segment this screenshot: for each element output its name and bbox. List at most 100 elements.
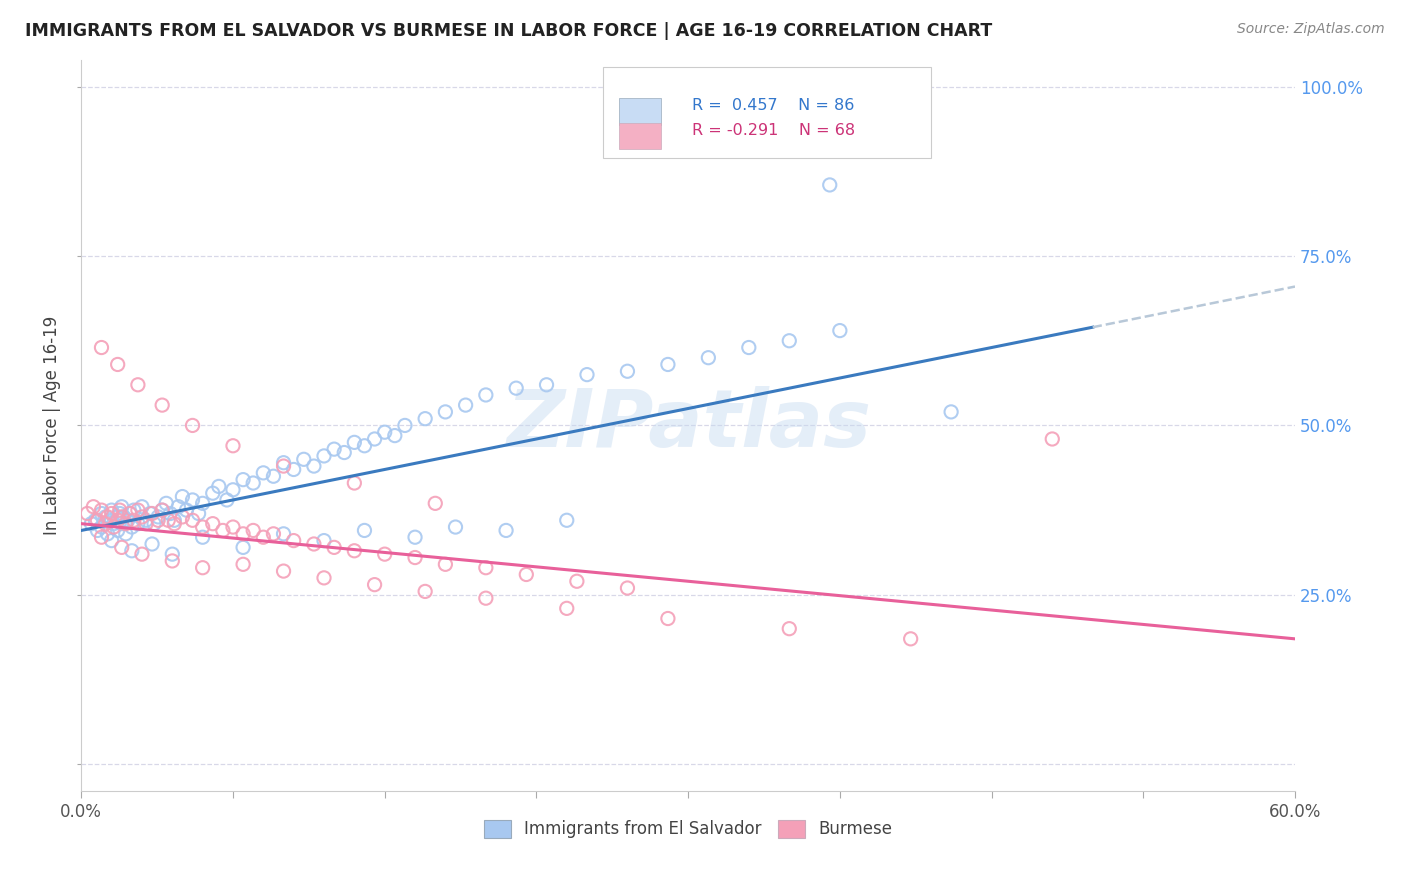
Point	[232, 541, 254, 555]
Point	[100, 533, 122, 548]
Point	[162, 554, 184, 568]
Point	[555, 601, 578, 615]
Point	[252, 530, 274, 544]
Point	[252, 466, 274, 480]
Point	[159, 507, 181, 521]
Point	[363, 432, 385, 446]
Point	[108, 507, 131, 521]
Point	[273, 459, 295, 474]
Point	[283, 462, 305, 476]
Point	[343, 543, 366, 558]
Point	[107, 509, 129, 524]
Point	[232, 558, 254, 572]
Point	[232, 526, 254, 541]
Point	[107, 358, 129, 372]
Point	[117, 513, 139, 527]
Point	[163, 513, 186, 527]
Point	[100, 507, 122, 521]
Point	[94, 516, 117, 531]
Point	[333, 445, 356, 459]
Text: R =  0.457    N = 86: R = 0.457 N = 86	[692, 98, 855, 113]
Point	[818, 178, 841, 192]
Text: ZIPatlas: ZIPatlas	[506, 386, 870, 465]
Point	[413, 411, 436, 425]
FancyBboxPatch shape	[603, 67, 931, 159]
Y-axis label: In Labor Force | Age 16-19: In Labor Force | Age 16-19	[44, 316, 60, 535]
Point	[111, 509, 134, 524]
Point	[107, 524, 129, 538]
Point	[495, 524, 517, 538]
Point	[657, 611, 679, 625]
Point	[312, 533, 335, 548]
Point	[616, 364, 638, 378]
Point	[90, 503, 112, 517]
Point	[353, 524, 375, 538]
Point	[201, 486, 224, 500]
Point	[108, 503, 131, 517]
Point	[90, 530, 112, 544]
Text: Source: ZipAtlas.com: Source: ZipAtlas.com	[1237, 22, 1385, 37]
Point	[181, 513, 204, 527]
FancyBboxPatch shape	[619, 98, 661, 125]
Point	[127, 503, 149, 517]
Point	[172, 490, 194, 504]
Legend: Immigrants from El Salvador, Burmese: Immigrants from El Salvador, Burmese	[478, 814, 898, 845]
Point	[283, 533, 305, 548]
Point	[323, 541, 346, 555]
Point	[384, 428, 406, 442]
Point	[697, 351, 720, 365]
Point	[131, 500, 153, 514]
Point	[536, 377, 558, 392]
Point	[555, 513, 578, 527]
Point	[121, 520, 143, 534]
Point	[150, 398, 173, 412]
Point	[292, 452, 315, 467]
Point	[112, 509, 135, 524]
Point	[273, 526, 295, 541]
Point	[191, 530, 214, 544]
Point	[114, 526, 136, 541]
Point	[111, 500, 134, 514]
Point	[111, 541, 134, 555]
Point	[122, 513, 145, 527]
Point	[343, 476, 366, 491]
Point	[146, 513, 169, 527]
Point	[208, 479, 231, 493]
Point	[302, 537, 325, 551]
Point	[146, 509, 169, 524]
Point	[90, 341, 112, 355]
Point	[135, 513, 157, 527]
Point	[127, 377, 149, 392]
Point	[96, 509, 118, 524]
Point	[139, 507, 162, 521]
Point	[273, 456, 295, 470]
Point	[191, 560, 214, 574]
Point	[131, 509, 153, 524]
FancyBboxPatch shape	[619, 122, 661, 149]
Text: R = -0.291    N = 68: R = -0.291 N = 68	[692, 123, 855, 138]
Point	[312, 449, 335, 463]
Point	[273, 564, 295, 578]
Point	[122, 503, 145, 517]
Point	[444, 520, 467, 534]
Point	[118, 507, 141, 521]
Point	[84, 513, 107, 527]
Point	[738, 341, 761, 355]
Point	[80, 516, 103, 531]
Point	[191, 496, 214, 510]
Point	[242, 476, 264, 491]
Point	[114, 516, 136, 531]
Point	[181, 418, 204, 433]
Point	[107, 513, 129, 527]
Point	[96, 526, 118, 541]
Point	[434, 405, 457, 419]
Point	[616, 581, 638, 595]
Point	[172, 509, 194, 524]
Point	[475, 560, 498, 574]
Point	[323, 442, 346, 457]
Point	[118, 507, 141, 521]
Point	[76, 507, 98, 521]
Point	[242, 524, 264, 538]
Point	[394, 418, 416, 433]
Point	[162, 547, 184, 561]
